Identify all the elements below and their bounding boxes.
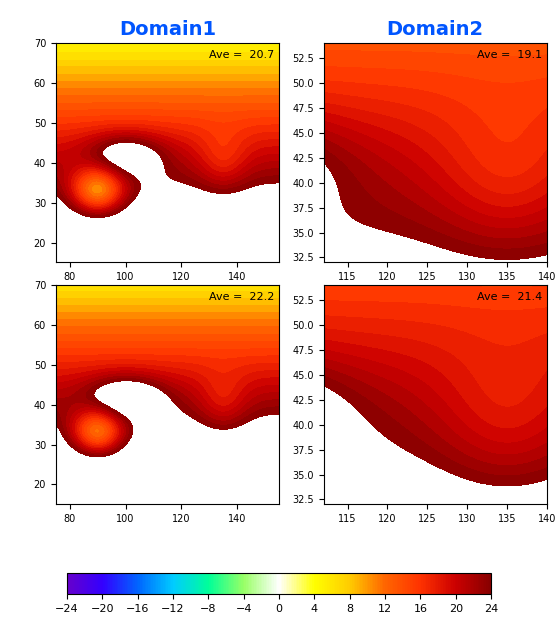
Title: Domain1: Domain1 xyxy=(119,20,216,39)
Text: Ave =  21.4: Ave = 21.4 xyxy=(477,292,542,302)
Text: Ave =  22.2: Ave = 22.2 xyxy=(209,292,275,302)
Title: Domain2: Domain2 xyxy=(387,20,484,39)
Text: Ave =  20.7: Ave = 20.7 xyxy=(209,50,275,60)
Text: Ave =  19.1: Ave = 19.1 xyxy=(477,50,542,60)
